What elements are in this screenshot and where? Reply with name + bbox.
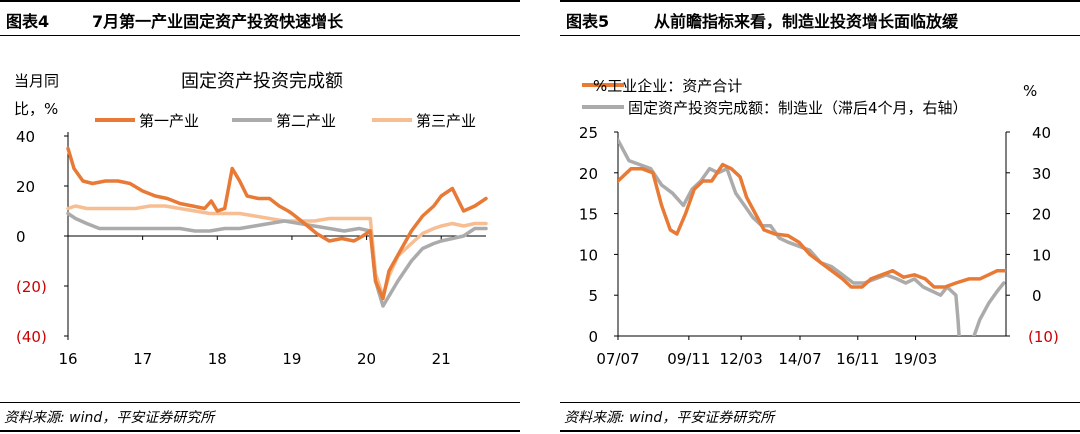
x-tick-label: 14/07: [778, 350, 821, 368]
y-left-tick-label: 5: [588, 287, 598, 305]
figure-4-title: 7月第一产业固定资产投资快速增长: [92, 12, 344, 31]
series-line: [66, 146, 488, 301]
y-left-tick-label: 10: [579, 246, 598, 264]
y-right-tick-label: 0: [1032, 287, 1042, 305]
legend-label: 第一产业: [139, 112, 199, 130]
x-tick-label: 19/03: [894, 350, 937, 368]
y-tick-label: 0: [16, 228, 26, 246]
y-tick-label: 40: [16, 128, 35, 146]
chart-title: 固定资产投资完成额: [181, 71, 343, 92]
legend-label: 第三产业: [416, 112, 476, 130]
figure-4-label: 图表4: [6, 12, 50, 31]
series-line: [618, 138, 1006, 336]
y-axis-label-line: 当月同: [14, 72, 59, 90]
y-tick-label: (40): [16, 328, 47, 346]
x-tick-label: 12/03: [720, 350, 763, 368]
x-tick-label: 07/07: [596, 350, 639, 368]
footer-rule-bottom: [0, 430, 520, 432]
figure-5-panel: 图表5 从前瞻指标来看，制造业投资增长面临放缓 %工业企业：资产合计固定资产投资…: [560, 0, 1080, 434]
y-left-tick-label: 20: [579, 165, 598, 183]
figure-5-label: 图表5: [566, 12, 610, 31]
footer-rule-bottom: [560, 430, 1080, 432]
series-line: [618, 162, 1006, 289]
y-tick-label: 20: [16, 178, 35, 196]
legend-label: %工业企业：资产合计: [593, 77, 742, 95]
figure-5-source: 资料来源: wind，平安证券研究所: [564, 410, 775, 426]
x-tick-label: 21: [432, 350, 451, 368]
y-left-tick-label: 15: [579, 206, 598, 224]
y-right-tick-label: 20: [1032, 206, 1051, 224]
y-tick-label: (20): [16, 278, 47, 296]
right-axis-unit: %: [1023, 82, 1037, 100]
legend-label: 固定资产投资完成额：制造业（滞后4个月，右轴）: [628, 99, 968, 117]
y-right-tick-label: 10: [1032, 246, 1051, 264]
x-tick-label: 20: [357, 350, 376, 368]
x-tick-label: 16/11: [836, 350, 879, 368]
figure-5-footer: 资料来源: wind，平安证券研究所: [560, 402, 1080, 432]
header-rule-bottom: [0, 35, 520, 36]
y-left-tick-label: 25: [579, 124, 598, 142]
figure-4-panel: 图表4 7月第一产业固定资产投资快速增长 当月同比，% 固定资产投资完成额第一产业…: [0, 0, 520, 434]
header-rule-top: [560, 0, 1080, 2]
footer-rule-top: [0, 402, 520, 403]
series-line: [66, 204, 488, 298]
y-axis-label-line: 比，%: [14, 100, 58, 118]
x-tick-label: 17: [133, 350, 152, 368]
x-tick-label: 19: [282, 350, 301, 368]
x-tick-label: 18: [208, 350, 227, 368]
footer-rule-top: [560, 402, 1080, 403]
figure-4-header: 图表4 7月第一产业固定资产投资快速增长: [0, 0, 520, 36]
figure-5-header: 图表5 从前瞻指标来看，制造业投资增长面临放缓: [560, 0, 1080, 36]
x-tick-label: 09/11: [667, 350, 710, 368]
series-line: [66, 211, 488, 308]
legend-label: 第二产业: [276, 112, 336, 130]
y-right-tick-label: (10): [1028, 328, 1059, 346]
y-right-tick-label: 30: [1032, 165, 1051, 183]
figure-4-footer: 资料来源: wind，平安证券研究所: [0, 402, 520, 432]
x-tick-label: 16: [58, 350, 77, 368]
figure-4-source: 资料来源: wind，平安证券研究所: [4, 410, 215, 426]
header-rule-bottom: [560, 35, 1080, 36]
y-right-tick-label: 40: [1032, 124, 1051, 142]
header-rule-top: [0, 0, 520, 2]
y-left-tick-label: 0: [588, 328, 598, 346]
figure-5-title: 从前瞻指标来看，制造业投资增长面临放缓: [654, 12, 959, 31]
